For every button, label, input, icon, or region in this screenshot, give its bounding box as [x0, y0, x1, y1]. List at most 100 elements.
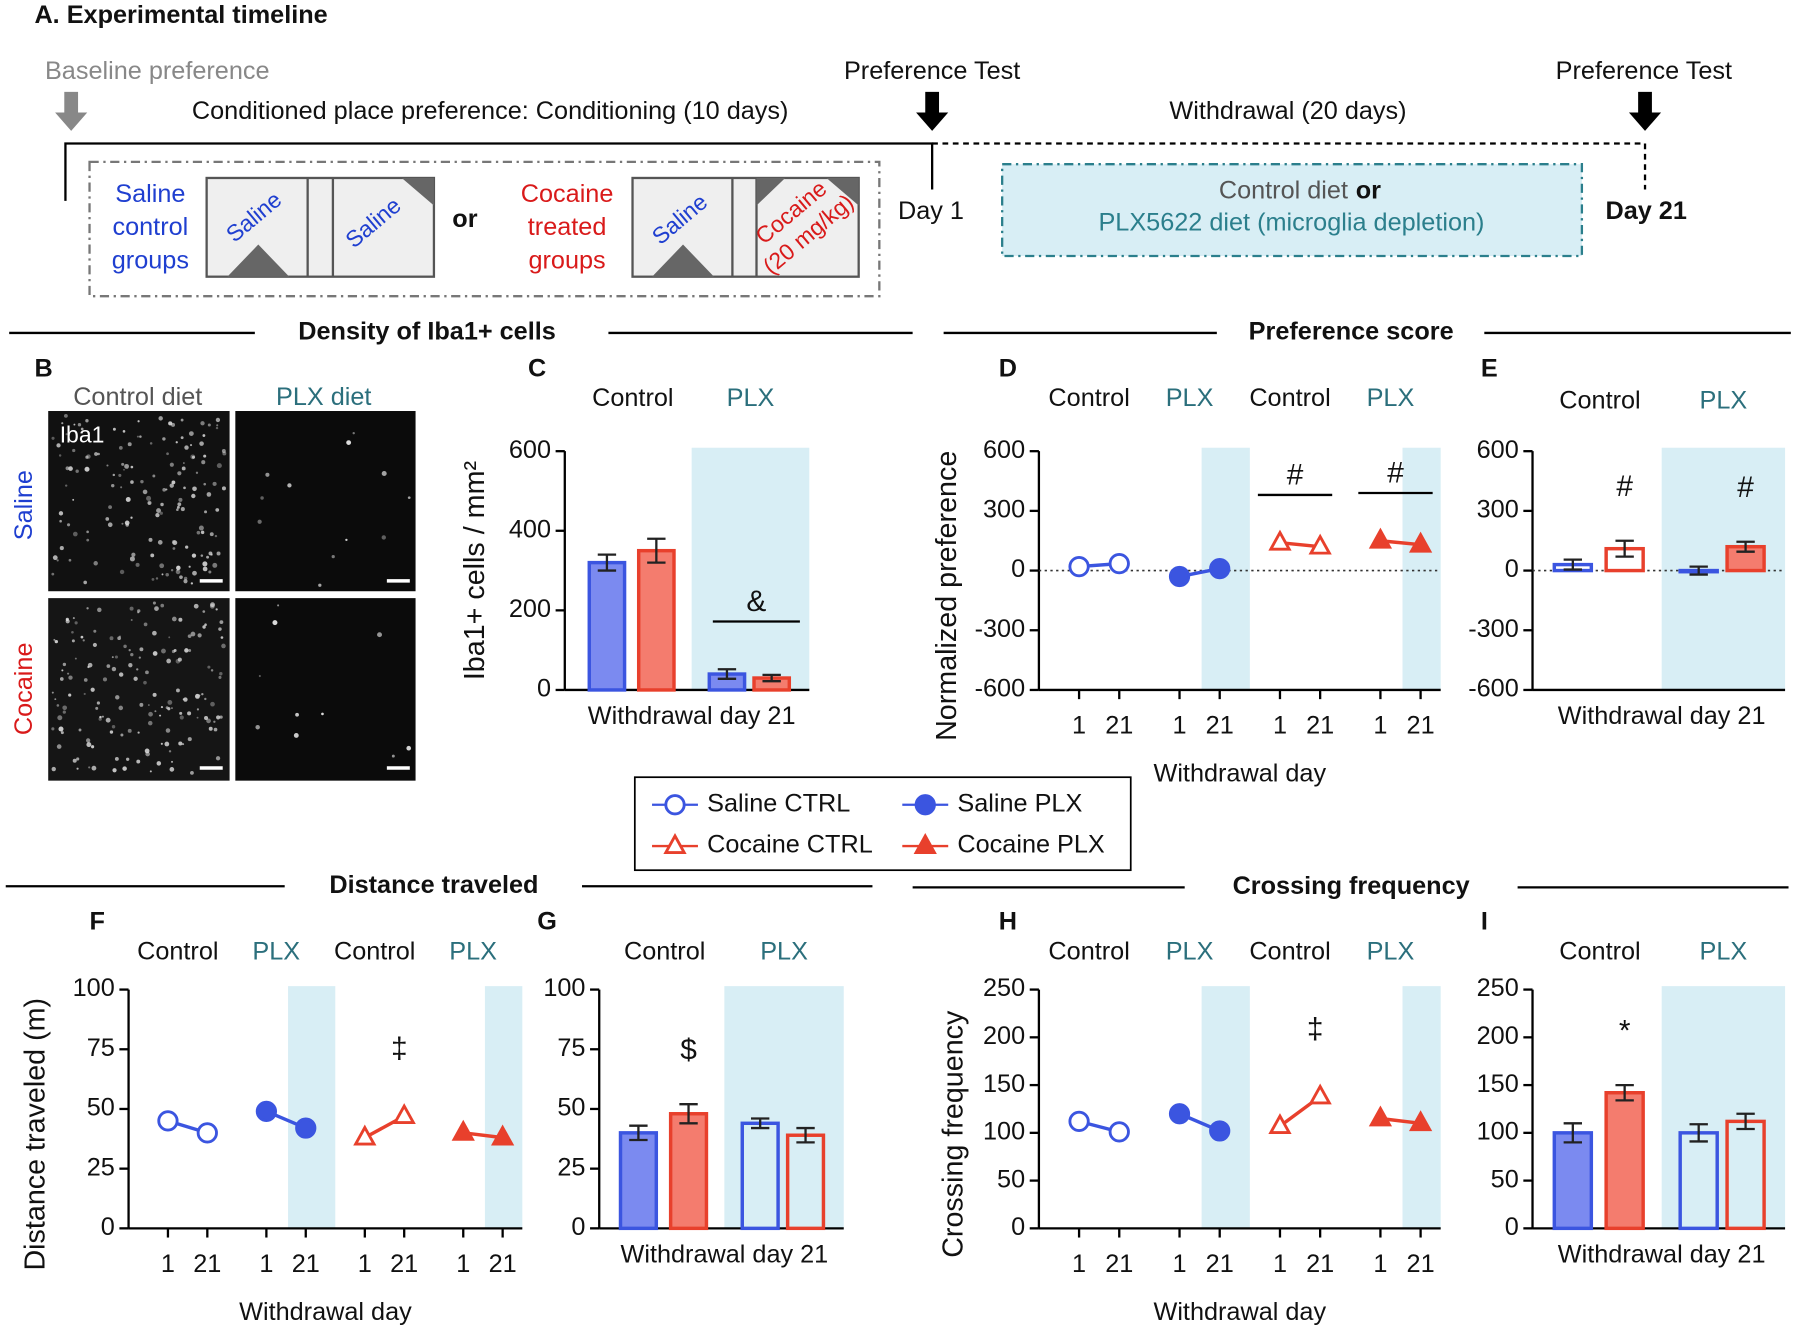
y-tick-label: 250: [983, 974, 1025, 1002]
cell: [61, 669, 64, 672]
cell: [96, 701, 100, 705]
cell: [61, 422, 64, 425]
cell: [68, 466, 73, 471]
x-tick-label: 21: [193, 1250, 221, 1278]
cell: [56, 559, 59, 562]
x-tick-label: 21: [1407, 711, 1435, 739]
y-tick-label: -600: [1468, 675, 1519, 703]
chart: Control PLX Control PLX F 0 25 50 75 100 Distance …: [19, 908, 523, 1326]
y-tick-label: 150: [1477, 1070, 1519, 1098]
cell: [160, 502, 164, 507]
cell: [58, 454, 62, 457]
error-bar: [679, 1103, 698, 1125]
group-label: Control: [1249, 938, 1330, 966]
annotation: ‡: [1307, 1012, 1324, 1045]
cell: [173, 649, 177, 652]
cell: [208, 570, 212, 574]
arrow: [1628, 91, 1662, 131]
cell: [72, 448, 76, 453]
cell: [91, 765, 97, 771]
cell: [183, 579, 188, 584]
cell: [143, 622, 148, 627]
cell: [406, 745, 412, 751]
x-tick-label: 1: [1373, 1250, 1387, 1278]
error-bar: [762, 673, 781, 683]
cell: [180, 436, 184, 440]
cell: [213, 727, 218, 732]
group-label: PLX: [1700, 386, 1748, 414]
cell: [295, 712, 299, 717]
cell: [203, 454, 207, 458]
y-tick-label: 200: [983, 1022, 1025, 1050]
cell: [59, 519, 62, 523]
cell: [272, 620, 278, 626]
y-tick-label: 75: [557, 1034, 585, 1062]
group-label: PLX: [1166, 938, 1214, 966]
group-label: groups: [112, 246, 189, 274]
shaded-region: [1201, 986, 1250, 1229]
x-tick-label: 1: [1072, 711, 1086, 739]
diet-box: [1001, 163, 1584, 258]
y-tick-label: 50: [997, 1165, 1025, 1193]
cell: [62, 662, 67, 667]
annotation: #: [1737, 471, 1754, 504]
cell: [159, 714, 162, 717]
cell: [93, 561, 98, 566]
cell: [187, 634, 192, 639]
cell: [175, 441, 178, 444]
cell: [137, 731, 140, 734]
cell: [111, 666, 117, 672]
cell: [201, 692, 204, 696]
cell: [190, 444, 193, 447]
cell: [156, 508, 161, 514]
cell: [52, 555, 58, 561]
cell: [188, 565, 191, 568]
cell: [118, 705, 124, 711]
cell: [185, 545, 189, 549]
cell: [197, 633, 202, 638]
panel-letter: G: [537, 908, 557, 936]
cell: [130, 465, 134, 469]
cell: [196, 530, 201, 535]
marker: [1068, 1110, 1090, 1132]
cell: [265, 472, 270, 477]
cell: [85, 455, 89, 459]
cell: [73, 423, 76, 426]
y-axis-label: Crossing frequency: [938, 1010, 970, 1258]
cell: [165, 573, 169, 577]
cell: [86, 607, 89, 610]
group-box: [88, 160, 881, 298]
cell: [136, 435, 139, 438]
annotation: #: [1616, 470, 1633, 503]
shaded-region: [691, 447, 810, 690]
cell: [190, 582, 194, 585]
marker: [913, 833, 937, 854]
cell: [161, 573, 164, 576]
cell: [207, 665, 211, 669]
cell: [168, 636, 171, 639]
cell: [109, 636, 114, 641]
panel-letter: D: [999, 354, 1017, 382]
cell: [108, 505, 112, 510]
x-tick-label: 21: [1206, 711, 1234, 739]
cell: [145, 670, 149, 675]
cell: [51, 691, 54, 694]
cell: [130, 618, 133, 621]
cell: [168, 421, 173, 426]
cell: [177, 502, 182, 507]
cell: [204, 697, 207, 701]
y-tick-label: 300: [1477, 496, 1519, 524]
cell: [154, 710, 157, 713]
cell: [171, 540, 176, 544]
cell: [172, 540, 178, 546]
cell: [111, 483, 115, 488]
cell: [99, 715, 102, 719]
cell: [88, 766, 91, 769]
y-tick-label: 200: [509, 595, 551, 623]
cell: [62, 705, 68, 711]
cell: [176, 565, 181, 571]
cell: [170, 569, 174, 572]
marker: [1268, 1113, 1292, 1135]
cell: [162, 488, 166, 492]
group-label: PLX: [727, 384, 775, 412]
